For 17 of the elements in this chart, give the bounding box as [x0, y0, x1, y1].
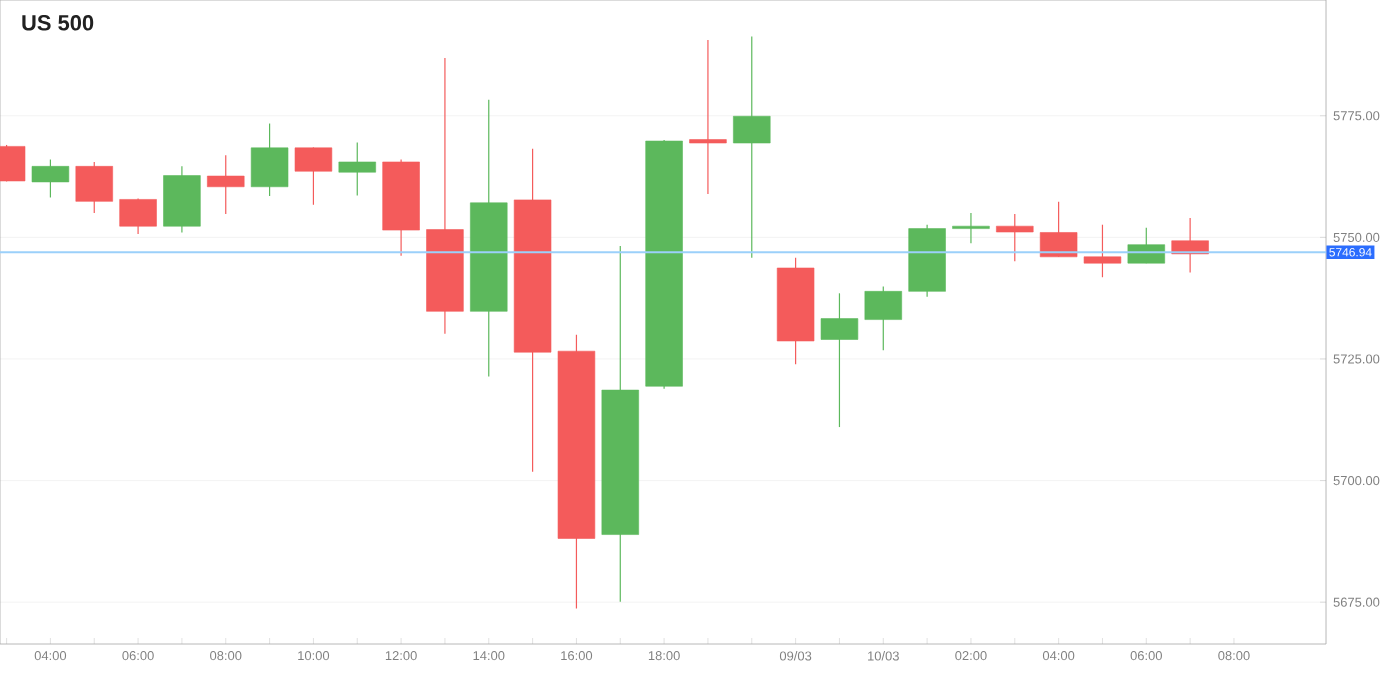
- candlestick: [119, 197, 157, 235]
- candlestick: [820, 292, 859, 428]
- candlestick: [250, 122, 289, 197]
- candlestick: [733, 35, 771, 259]
- candlestick: [952, 212, 990, 244]
- candlestick: [1039, 201, 1078, 258]
- candlestick: [294, 146, 333, 206]
- candlestick: [996, 213, 1034, 262]
- candlestick: [1127, 227, 1165, 264]
- candlestick: [1083, 224, 1122, 278]
- candlestick: [689, 39, 727, 195]
- candlestick: [31, 158, 70, 199]
- text: US 500: [22, 15, 94, 31]
- candlestick: [75, 161, 113, 214]
- candlestick: [338, 141, 376, 197]
- candlestick: [864, 285, 902, 351]
- candlestick: [207, 154, 245, 215]
